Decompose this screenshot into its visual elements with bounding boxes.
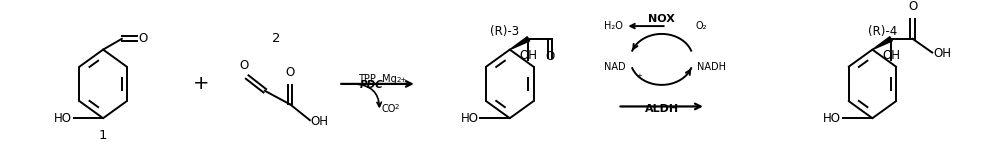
Text: O: O (138, 32, 148, 45)
Text: H₂O: H₂O (604, 21, 622, 31)
Text: OH: OH (519, 49, 537, 62)
Text: O: O (286, 66, 295, 79)
Text: +: + (636, 73, 642, 79)
Text: HO: HO (54, 112, 72, 125)
Text: 2: 2 (394, 104, 399, 110)
Text: CO: CO (381, 104, 396, 114)
Text: ALDH: ALDH (645, 104, 679, 114)
Text: O: O (240, 59, 249, 72)
Text: NADH: NADH (697, 62, 726, 72)
Text: +: + (193, 74, 209, 93)
Text: PDC: PDC (360, 80, 384, 90)
Text: (R)-4: (R)-4 (868, 25, 897, 38)
Text: OH: OH (311, 115, 329, 128)
Text: HO: HO (460, 112, 478, 125)
Text: (R)-3: (R)-3 (490, 25, 519, 38)
Text: 1: 1 (99, 129, 107, 142)
Text: O: O (545, 50, 555, 63)
Text: O₂: O₂ (696, 21, 708, 31)
Text: OH: OH (933, 47, 951, 60)
Text: 2+: 2+ (396, 77, 406, 83)
Text: TPP  Mg: TPP Mg (358, 74, 397, 84)
Text: NOX: NOX (648, 14, 675, 24)
Text: 2: 2 (272, 32, 281, 45)
Text: NAD: NAD (604, 62, 625, 72)
Polygon shape (872, 37, 892, 50)
Polygon shape (510, 37, 530, 50)
Text: OH: OH (882, 49, 900, 62)
Text: O: O (908, 0, 917, 13)
Text: HO: HO (823, 112, 841, 125)
